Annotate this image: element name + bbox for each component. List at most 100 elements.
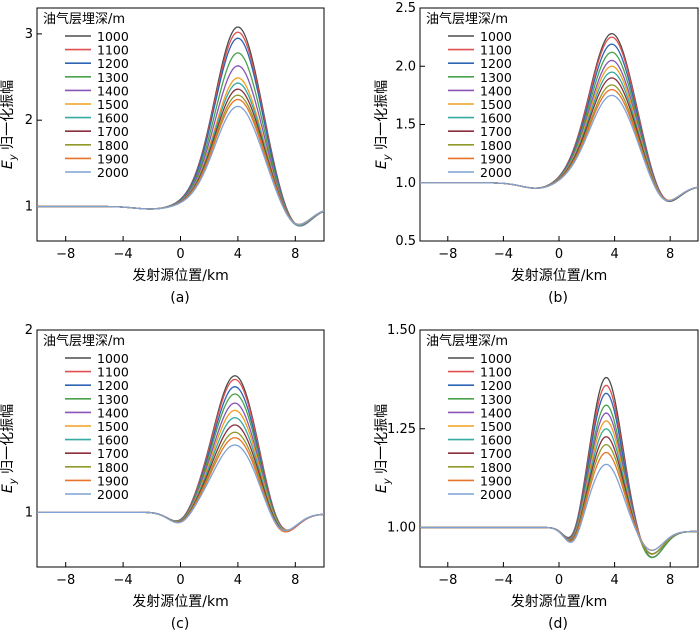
- panel-a-legend-label: 1500: [97, 97, 129, 112]
- panel-b-ytick-label: 2.5: [395, 1, 416, 16]
- panel-c-legend-label: 1900: [97, 473, 129, 488]
- panel-d-xtick-label: −8: [438, 573, 457, 588]
- panel-a-xlabel: 发射源位置/km: [132, 268, 228, 284]
- panel-d-ylabel: Ey 归一化振幅: [373, 404, 393, 493]
- panel-d-legend-title: 油气层埋深/m: [426, 333, 508, 349]
- panel-c-legend-label: 1700: [97, 446, 129, 461]
- panel-a-series-line-1700: [37, 88, 324, 226]
- panel-a-ytick-label: 1: [25, 199, 33, 214]
- panel-b-legend-label: 1900: [480, 151, 512, 166]
- panel-a-legend-label: 1700: [97, 124, 129, 139]
- panel-c-series-line-1300: [37, 393, 324, 532]
- panel-c-xtick-label: 0: [176, 573, 184, 588]
- panel-b-xtick-label: −8: [438, 247, 457, 262]
- panel-c-legend-label: 1600: [97, 433, 129, 448]
- panel-c-legend-label: 1100: [97, 365, 129, 380]
- panel-b-legend-label: 1300: [480, 70, 512, 85]
- panel-a-xtick-label: −8: [56, 247, 75, 262]
- panel-c-series-line-1700: [37, 424, 324, 532]
- panel-b-legend-label: 1700: [480, 124, 512, 139]
- panel-d-legend-label: 1600: [480, 433, 512, 448]
- panel-d-ytick-label: 1.25: [387, 422, 416, 437]
- panel-a-ylabel: Ey 归一化振幅: [0, 80, 19, 169]
- panel-d-series-group: [420, 376, 698, 559]
- panel-a-series-group: [37, 26, 324, 227]
- panel-c-legend-label: 1400: [97, 405, 129, 420]
- panel-a-legend-label: 2000: [97, 165, 129, 180]
- panel-a-ylabel-symbol: E: [0, 160, 16, 169]
- panel-c-xtick-label: 4: [234, 573, 242, 588]
- panel-c-xtick-label: −4: [114, 573, 133, 588]
- panel-d-legend-label: 1700: [480, 446, 512, 461]
- panel-d-legend-label: 1800: [480, 460, 512, 475]
- panel-c-label: (c): [171, 616, 190, 632]
- panel-c-legend-label: 1800: [97, 460, 129, 475]
- panel-b-ylabel-subscript: y: [382, 153, 393, 161]
- panel-c-legend-label: 1500: [97, 419, 129, 434]
- panel-b-label: (b): [548, 290, 568, 306]
- panel-b-xtick-label: 8: [666, 247, 674, 262]
- panel-d-ylabel-subscript: y: [382, 477, 393, 485]
- panel-b-legend-label: 1100: [480, 43, 512, 58]
- panel-b-legend-label: 1800: [480, 138, 512, 153]
- panel-d-legend-label: 1200: [480, 378, 512, 393]
- panel-c-series-group: [37, 375, 324, 533]
- panel-d-xtick-label: 8: [666, 573, 674, 588]
- panel-b-legend-label: 1000: [480, 29, 512, 44]
- panel-a-legend-label: 1400: [97, 83, 129, 98]
- panel-d-series-line-1700: [420, 436, 698, 555]
- panel-c-legend-title: 油气层埋深/m: [43, 333, 125, 349]
- panel-b-xtick-label: 4: [610, 247, 618, 262]
- panel-d-legend-label: 1300: [480, 392, 512, 407]
- panel-c-legend-label: 1000: [97, 351, 129, 366]
- panel-d-series-line-1600: [420, 428, 698, 555]
- panel-d-label: (d): [548, 616, 568, 632]
- panel-b-legend-label: 1600: [480, 111, 512, 126]
- panel-c-legend-label: 2000: [97, 487, 129, 502]
- panel-a-series-line-2000: [37, 105, 324, 226]
- panel-a-legend-label: 1800: [97, 138, 129, 153]
- panel-a-ytick-label: 2: [25, 113, 33, 128]
- panel-c-ylabel-text: 归一化振幅: [0, 404, 16, 478]
- panel-d-series-line-1500: [420, 420, 698, 555]
- panel-b-xlabel: 发射源位置/km: [511, 268, 607, 284]
- panel-a-xtick-label: 0: [176, 247, 184, 262]
- panel-a-legend-label: 1100: [97, 43, 129, 58]
- panel-d-legend-label: 1100: [480, 365, 512, 380]
- panel-d-ytick-label: 1.00: [387, 521, 416, 536]
- panel-a-legend-title: 油气层埋深/m: [43, 11, 125, 27]
- panel-b-legend-label: 2000: [480, 165, 512, 180]
- panel-c-series-line-2000: [37, 444, 324, 532]
- panel-c-ylabel: Ey 归一化振幅: [0, 404, 19, 493]
- panel-c-xtick-label: −8: [56, 573, 75, 588]
- panel-a-ytick-label: 3: [25, 27, 33, 42]
- panel-d-xtick-label: −4: [494, 573, 513, 588]
- panel-d-legend-label: 1000: [480, 351, 512, 366]
- panel-a-legend-label: 1200: [97, 56, 129, 71]
- panel-a-xtick-label: 8: [291, 247, 299, 262]
- panel-b-xtick-label: 0: [555, 247, 563, 262]
- panel-b-legend-label: 1400: [480, 83, 512, 98]
- panel-c-series-line-1900: [37, 437, 324, 533]
- panel-a-legend-label: 1300: [97, 70, 129, 85]
- panel-a-label: (a): [170, 290, 190, 306]
- panel-c-xlabel: 发射源位置/km: [132, 594, 228, 610]
- panel-d-xtick-label: 0: [555, 573, 563, 588]
- panel-b-legend-title: 油气层埋深/m: [426, 11, 508, 27]
- panel-d-chart: −8 −4 0 4 8 1.00 1.25 1.50 发射源位置/km Ey 归一化振幅 (d) 油气…: [373, 323, 699, 632]
- panel-d-legend-label: 2000: [480, 487, 512, 502]
- panel-b-series-line-2000: [420, 94, 698, 202]
- panel-c-xtick-label: 8: [291, 573, 299, 588]
- panel-d-ylabel-text: 归一化振幅: [373, 404, 390, 478]
- panel-a-legend-label: 1600: [97, 111, 129, 126]
- panel-c-ytick-label: 1: [25, 505, 33, 520]
- panel-c-series-line-1200: [37, 386, 324, 532]
- panel-a-series-line-1800: [37, 94, 324, 226]
- panel-d-series-line-1300: [420, 404, 698, 559]
- panel-a-legend-label: 1000: [97, 29, 129, 44]
- panel-c-legend-label: 1300: [97, 392, 129, 407]
- panel-b-ytick-label: 2.0: [395, 59, 416, 74]
- panel-c-series-line-1600: [37, 417, 324, 532]
